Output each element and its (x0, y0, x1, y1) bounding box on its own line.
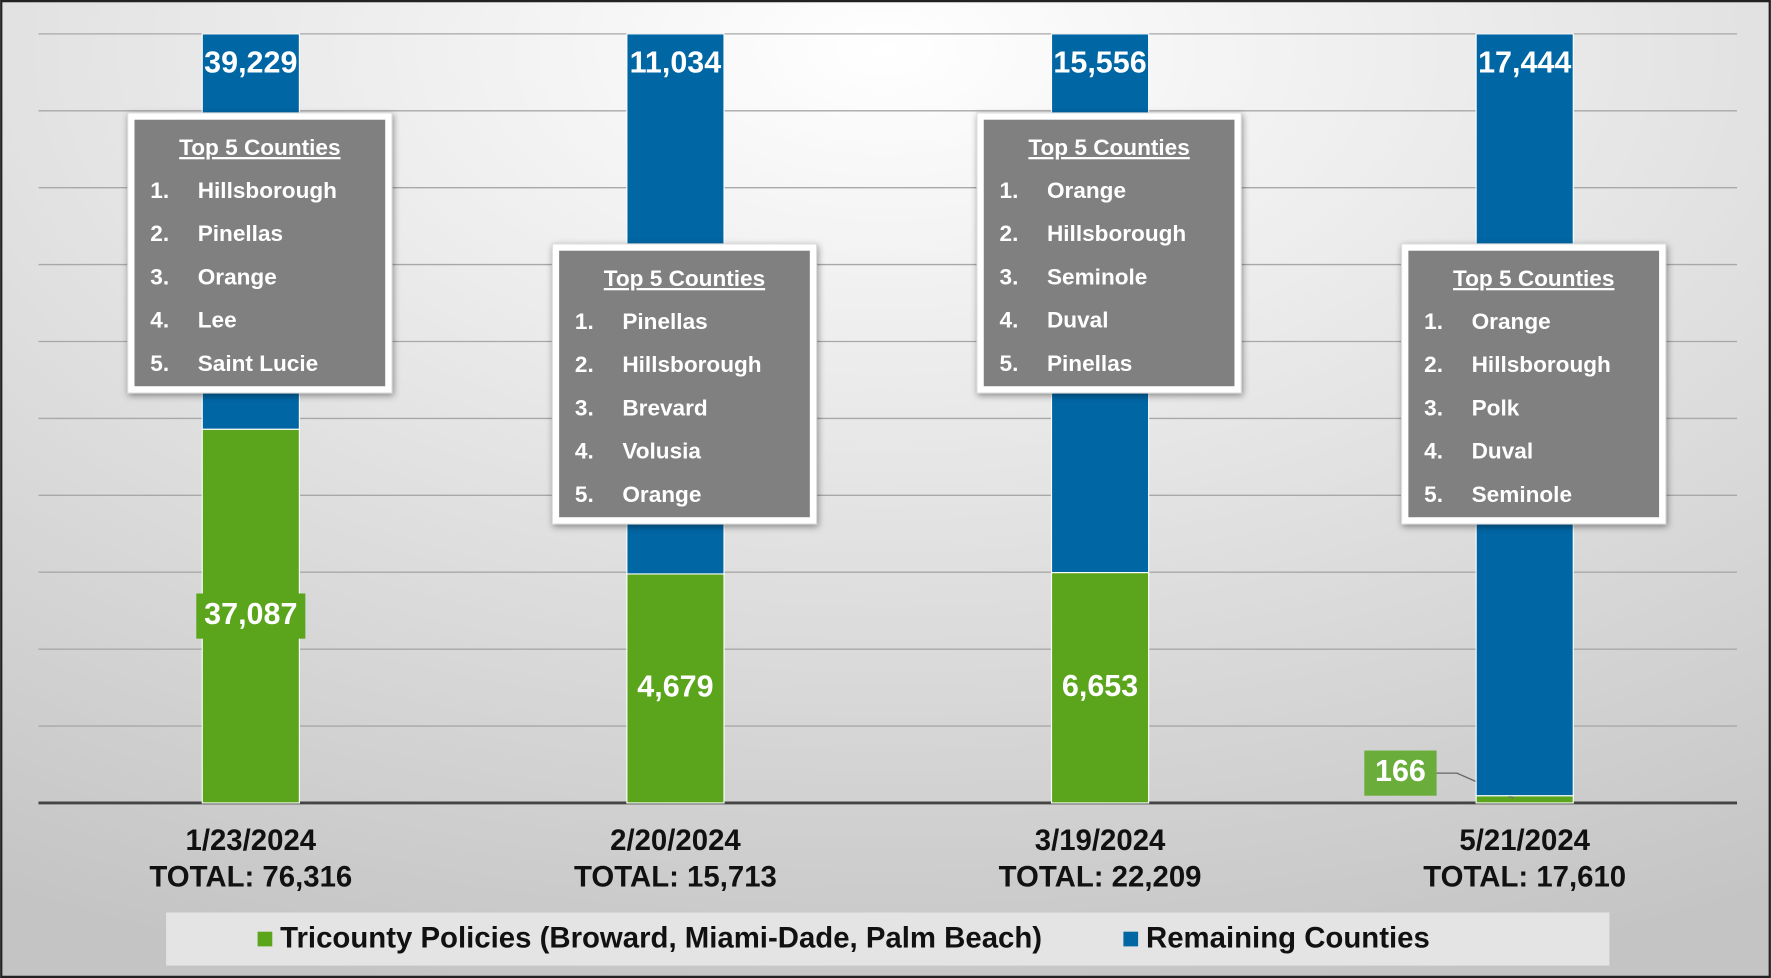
annotation-item: Saint Lucie (198, 351, 318, 376)
annotation-item: Pinellas (1047, 351, 1132, 376)
annotation-title: Top 5 Counties (1453, 266, 1614, 291)
annotation-rank: 2. (575, 352, 594, 377)
annotation-item: Brevard (622, 395, 707, 420)
value-label-box (1364, 750, 1437, 796)
annotation-item: Pinellas (622, 309, 707, 334)
annotation-box (134, 119, 386, 387)
annotation-title: Top 5 Counties (1028, 135, 1189, 160)
annotation-rank: 1. (1424, 309, 1443, 334)
annotation-rank: 3. (1424, 395, 1443, 420)
x-tick-label: 2/20/2024 (610, 824, 741, 857)
annotation-rank: 2. (150, 221, 169, 246)
annotation-rank: 3. (1000, 264, 1019, 289)
annotation-rank: 5. (150, 351, 169, 376)
total-label: TOTAL: 15,713 (574, 860, 777, 893)
value-label: 37,087 (204, 597, 297, 631)
x-tick-label: 1/23/2024 (186, 824, 317, 857)
annotation-item: Duval (1047, 308, 1108, 333)
annotation-item: Pinellas (198, 221, 283, 246)
annotation-item: Orange (622, 482, 701, 507)
annotation-rank: 5. (1000, 351, 1019, 376)
value-label-box (196, 593, 306, 639)
value-label: 166 (1375, 754, 1426, 788)
annotation-title: Top 5 Counties (179, 135, 340, 160)
legend-marker (257, 931, 273, 947)
annotation-item: Hillsborough (198, 178, 337, 203)
x-tick-label: 3/19/2024 (1035, 824, 1166, 857)
total-label: TOTAL: 22,209 (999, 860, 1202, 893)
total-label: TOTAL: 17,610 (1423, 860, 1626, 893)
value-label: 6,653 (1062, 669, 1138, 703)
value-label: 39,229 (204, 45, 297, 79)
legend-box (166, 912, 1610, 966)
annotation-item: Seminole (1047, 264, 1147, 289)
annotation-item: Hillsborough (1047, 221, 1186, 246)
annotation-rank: 5. (575, 482, 594, 507)
annotation-item: Polk (1472, 395, 1520, 420)
value-label: 17,444 (1478, 45, 1571, 79)
annotation-item: Orange (1472, 309, 1551, 334)
annotation-item: Seminole (1472, 482, 1572, 507)
annotation-rank: 1. (150, 178, 169, 203)
legend-marker (1123, 931, 1139, 947)
legend-label: Tricounty Policies (Broward, Miami-Dade,… (280, 921, 1042, 954)
x-tick-label: 5/21/2024 (1459, 824, 1590, 857)
annotation-box (1408, 250, 1660, 518)
annotation-item: Duval (1472, 439, 1533, 464)
annotation-rank: 4. (150, 308, 169, 333)
annotation-rank: 3. (150, 264, 169, 289)
annotation-item: Orange (198, 264, 277, 289)
annotation-rank: 5. (1424, 482, 1443, 507)
annotation-rank: 4. (1000, 308, 1019, 333)
annotation-item: Orange (1047, 178, 1126, 203)
value-label: 15,556 (1053, 45, 1146, 79)
value-label-box (629, 665, 722, 712)
annotation-item: Lee (198, 308, 237, 333)
value-label-box (1054, 665, 1147, 711)
value-label: 4,679 (637, 669, 713, 703)
annotation-title: Top 5 Counties (604, 266, 765, 291)
annotation-rank: 2. (1000, 221, 1019, 246)
annotation-rank: 4. (1424, 439, 1443, 464)
legend-label: Remaining Counties (1146, 921, 1430, 954)
annotation-rank: 1. (575, 309, 594, 334)
annotation-item: Hillsborough (1472, 352, 1611, 377)
total-label: TOTAL: 76,316 (149, 860, 352, 893)
annotation-rank: 1. (1000, 178, 1019, 203)
annotation-item: Volusia (622, 439, 701, 464)
annotation-item: Hillsborough (622, 352, 761, 377)
annotation-rank: 4. (575, 439, 594, 464)
annotation-rank: 3. (575, 395, 594, 420)
annotation-box (983, 119, 1235, 387)
annotation-box (559, 250, 810, 518)
annotation-rank: 2. (1424, 352, 1443, 377)
bar-segment (1475, 795, 1574, 804)
value-label: 11,034 (630, 45, 722, 79)
